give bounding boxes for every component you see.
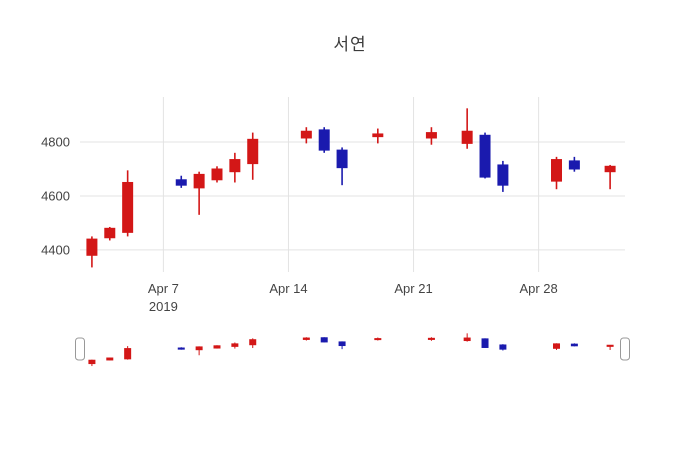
candle-body xyxy=(551,159,563,182)
candle[interactable] xyxy=(122,170,134,237)
candle[interactable] xyxy=(211,166,223,183)
rangeslider-candle-body xyxy=(213,345,221,349)
candle-body xyxy=(175,179,187,186)
rangeslider-candle-body xyxy=(427,337,435,340)
candle-body xyxy=(229,159,241,173)
rangeslider-candle-body xyxy=(231,343,239,347)
candle[interactable] xyxy=(479,132,491,179)
candle[interactable] xyxy=(104,226,116,241)
candle-body xyxy=(193,173,205,189)
rangeslider-handle-left[interactable] xyxy=(75,337,85,361)
candle-body xyxy=(604,165,616,173)
rangeslider-candle xyxy=(427,337,435,341)
rangeslider-candle-body xyxy=(570,343,578,347)
rangeslider-candle xyxy=(231,342,239,349)
candle[interactable] xyxy=(461,108,473,149)
candle-body xyxy=(318,129,330,151)
rangeslider-candle xyxy=(195,346,203,356)
rangeslider-track[interactable] xyxy=(80,331,625,367)
rangeslider-candle xyxy=(606,344,614,350)
rangeslider-candle-body xyxy=(606,344,614,347)
rangeslider-candle-body xyxy=(195,346,203,351)
candle-body xyxy=(372,133,384,138)
candle[interactable] xyxy=(229,152,241,183)
candle[interactable] xyxy=(497,160,509,192)
x-tick-label: Apr 7 xyxy=(148,281,179,296)
candle-body xyxy=(479,134,491,178)
rangeslider-candle-body xyxy=(553,343,561,349)
rangeslider-handle-right[interactable] xyxy=(620,337,630,361)
x-tick-label: Apr 14 xyxy=(269,281,307,296)
gridlines xyxy=(80,97,625,272)
rangeslider-candle xyxy=(553,343,561,350)
rangeslider-candle-body xyxy=(302,337,310,340)
candle[interactable] xyxy=(568,156,580,172)
rangeslider-candle-body xyxy=(499,344,507,350)
candle[interactable] xyxy=(604,164,616,190)
rangeslider-candle xyxy=(302,337,310,341)
candle[interactable] xyxy=(336,147,348,186)
rangeslider-candle-body xyxy=(124,348,132,360)
x-tick-sublabel: 2019 xyxy=(149,299,178,314)
rangeslider-candle xyxy=(320,337,328,343)
rangeslider-candle xyxy=(88,359,96,367)
rangeslider-candle xyxy=(213,345,221,349)
rangeslider-candle xyxy=(177,347,185,350)
candle[interactable] xyxy=(300,127,312,144)
rangeslider-candle xyxy=(374,337,382,341)
candle[interactable] xyxy=(247,132,259,180)
rangeslider-candle xyxy=(124,346,132,360)
y-tick-label: 4600 xyxy=(41,188,70,203)
candle-body xyxy=(247,138,259,165)
chart-title: 서연 xyxy=(333,35,367,54)
candle[interactable] xyxy=(372,128,384,144)
plot-area[interactable] xyxy=(86,108,616,268)
x-tick-label: Apr 28 xyxy=(519,281,557,296)
candle-body xyxy=(497,164,509,186)
rangeslider-candle-body xyxy=(374,338,382,341)
rangeslider-candle xyxy=(338,341,346,350)
candle[interactable] xyxy=(551,156,563,190)
rangeslider-candle xyxy=(499,344,507,351)
candle[interactable] xyxy=(193,171,205,215)
candle-body xyxy=(122,181,134,233)
rangeslider-candle xyxy=(570,343,578,347)
rangeslider-candle xyxy=(249,338,257,349)
candle-body xyxy=(336,149,348,169)
rangeslider-candle xyxy=(463,333,471,342)
candle-body xyxy=(425,132,437,139)
rangeslider-candle xyxy=(481,338,489,348)
rangeslider-candle-body xyxy=(338,341,346,347)
candle-body xyxy=(461,130,473,144)
y-tick-label: 4400 xyxy=(41,242,70,257)
rangeslider-candle xyxy=(106,357,114,361)
rangeslider-candle-body xyxy=(106,357,114,361)
rangeslider-candle-body xyxy=(463,337,471,342)
candle[interactable] xyxy=(425,127,437,145)
candle[interactable] xyxy=(86,236,98,268)
rangeslider-candle-body xyxy=(481,338,489,348)
rangeslider-candle-body xyxy=(177,347,185,350)
y-tick-label: 4800 xyxy=(41,135,70,150)
candle-body xyxy=(104,227,116,239)
candle-body xyxy=(568,160,580,170)
rangeslider-candle-body xyxy=(88,359,96,365)
rangeslider-candle-body xyxy=(249,339,257,346)
candle-body xyxy=(300,130,312,139)
rangeslider-candle-body xyxy=(320,337,328,343)
candle[interactable] xyxy=(318,127,330,153)
candle[interactable] xyxy=(175,175,187,188)
x-tick-label: Apr 21 xyxy=(394,281,432,296)
rangeslider[interactable] xyxy=(75,331,630,367)
candle-body xyxy=(211,168,223,181)
candle-body xyxy=(86,238,98,256)
